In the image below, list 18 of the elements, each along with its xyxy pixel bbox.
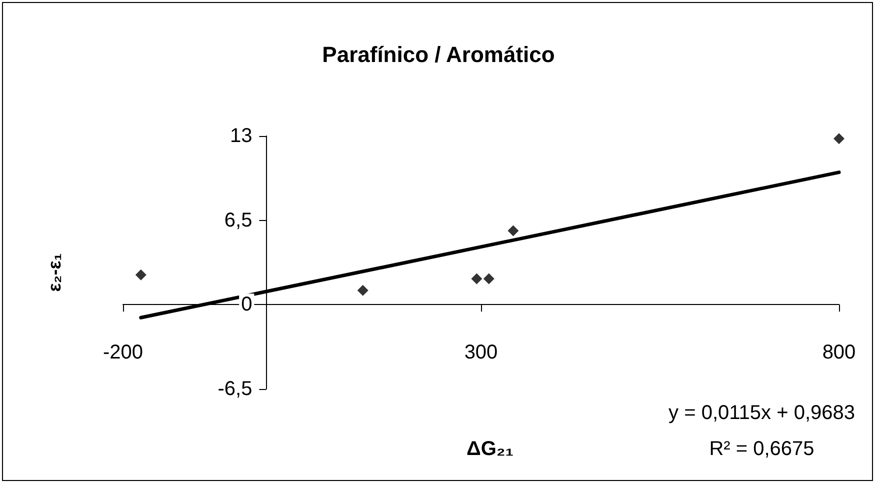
x-axis-title: ΔG₂₁ xyxy=(465,438,515,461)
x-tick-label: -200 xyxy=(102,342,144,364)
text: y = 0,0115x + 0,9683 xyxy=(668,402,855,424)
x-tick-label: 800 xyxy=(822,342,856,364)
y-tick-label: 13 xyxy=(230,125,252,147)
point xyxy=(508,225,519,236)
point xyxy=(357,284,368,296)
y-tick-label: 0 xyxy=(241,294,252,316)
y-axis-title: ε₂-ε₁ xyxy=(44,252,66,294)
y-tick-label: -6,5 xyxy=(218,378,252,400)
point xyxy=(135,269,146,280)
chart-title: Parafínico / Aromático xyxy=(321,42,556,68)
x-tick-label: 300 xyxy=(464,342,498,364)
point xyxy=(834,133,844,144)
y-tick-label: 6,5 xyxy=(224,209,252,232)
text: R² = 0,6675 xyxy=(709,438,814,460)
point xyxy=(471,273,482,284)
point xyxy=(483,273,494,284)
